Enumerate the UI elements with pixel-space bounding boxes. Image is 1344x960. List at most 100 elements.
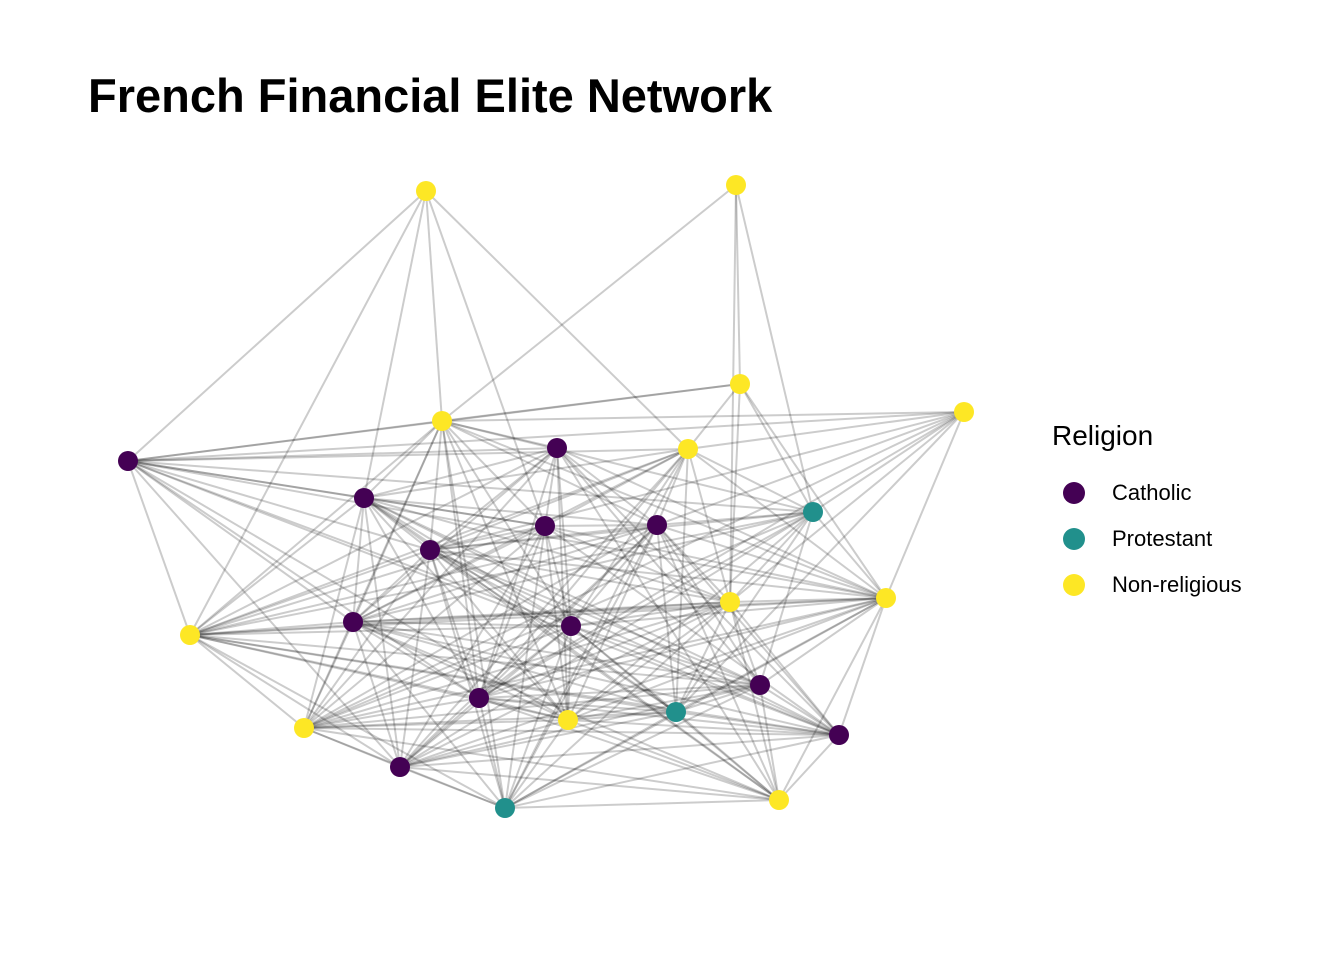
edge-n14-n20	[567, 601, 731, 721]
edge-n12-n16	[189, 524, 658, 636]
edge-n26-n27	[504, 799, 780, 809]
node-n14	[720, 592, 740, 612]
edge-n13-n16	[189, 549, 431, 636]
edge-layer	[127, 184, 965, 809]
legend-label-non-religious: Non-religious	[1112, 572, 1242, 597]
edge-n12-n15	[656, 524, 887, 599]
edge-n22-n23	[478, 697, 840, 736]
edge-n14-n24	[303, 601, 731, 729]
edge-n17-n23	[352, 621, 840, 736]
edge-n12-n24	[303, 524, 658, 729]
edge-n9-n18	[363, 497, 572, 627]
edge-n12-n20	[567, 524, 658, 721]
legend-swatch-protestant	[1063, 528, 1085, 550]
edge-n13-n14	[429, 549, 731, 603]
edge-n16-n20	[189, 634, 569, 721]
edge-n16-n19	[189, 634, 761, 686]
edge-n15-n26	[778, 597, 887, 801]
edge-n13-n19	[429, 549, 761, 686]
edge-n14-n27	[504, 601, 731, 809]
edge-n22-n25	[399, 697, 480, 768]
edge-n23-n26	[778, 734, 840, 801]
edge-n13-n20	[429, 549, 569, 721]
edge-n10-n16	[189, 511, 814, 636]
edge-n6-n7	[127, 447, 558, 462]
edge-n19-n23	[759, 684, 840, 736]
edge-n15-n16	[189, 597, 887, 636]
edge-n3-n6	[127, 411, 965, 462]
edge-n19-n21	[675, 684, 761, 713]
edge-n8-n22	[478, 448, 689, 699]
edge-n5-n9	[363, 420, 443, 499]
node-n6	[118, 451, 138, 471]
edge-n8-n18	[570, 448, 689, 627]
edge-n4-n8	[687, 383, 741, 450]
edge-n10-n25	[399, 511, 814, 768]
edge-n4-n15	[739, 383, 887, 599]
edge-n9-n11	[363, 497, 546, 527]
network-graph	[118, 175, 974, 818]
edge-n15-n20	[567, 597, 887, 721]
edge-n1-n5	[425, 190, 443, 422]
edge-n23-n24	[303, 727, 840, 736]
edge-n18-n19	[570, 625, 761, 686]
edge-n10-n15	[812, 511, 887, 599]
edge-n8-n11	[544, 448, 689, 527]
node-n25	[390, 757, 410, 777]
edge-n13-n18	[429, 549, 572, 627]
edge-n19-n26	[759, 684, 780, 801]
edge-n5-n15	[441, 420, 887, 599]
edge-n17-n22	[352, 621, 480, 699]
edge-n8-n10	[687, 448, 814, 513]
edge-n13-n27	[429, 549, 506, 809]
edge-n25-n26	[399, 766, 780, 801]
edge-n11-n23	[544, 525, 840, 736]
edge-n9-n24	[303, 497, 365, 729]
edge-n17-n18	[352, 621, 572, 627]
edge-n16-n17	[189, 621, 354, 636]
edge-n8-n12	[656, 448, 689, 526]
edge-n17-n20	[352, 621, 569, 721]
edge-n16-n21	[189, 634, 677, 713]
edge-n1-n16	[189, 190, 427, 636]
edge-n6-n10	[127, 460, 814, 513]
edge-n10-n14	[729, 511, 814, 603]
edge-n13-n25	[399, 549, 431, 768]
edge-n3-n12	[656, 411, 965, 526]
node-n12	[647, 515, 667, 535]
edge-n7-n13	[429, 447, 558, 551]
edge-n21-n26	[675, 711, 780, 801]
edge-n15-n17	[352, 597, 887, 623]
node-n13	[420, 540, 440, 560]
edge-n9-n17	[352, 497, 365, 623]
node-n1	[416, 181, 436, 201]
edge-n8-n9	[363, 448, 689, 499]
edge-n6-n23	[127, 460, 840, 736]
node-n8	[678, 439, 698, 459]
edge-n8-n15	[687, 448, 887, 599]
edge-n11-n16	[189, 525, 546, 636]
edge-n23-n25	[399, 734, 840, 768]
edge-n3-n21	[675, 411, 965, 713]
edge-n2-n14	[729, 184, 737, 603]
edge-n17-n27	[352, 621, 506, 809]
edge-n7-n22	[478, 447, 558, 699]
edge-n8-n14	[687, 448, 731, 603]
edge-n6-n8	[127, 448, 689, 462]
edge-n15-n19	[759, 597, 887, 686]
edge-n25-n27	[399, 766, 506, 809]
edge-n13-n24	[303, 549, 431, 729]
edge-n6-n25	[127, 460, 401, 768]
edge-n17-n19	[352, 621, 761, 686]
edge-n13-n22	[429, 549, 480, 699]
edge-n10-n22	[478, 511, 814, 699]
edge-n16-n18	[189, 625, 572, 636]
edge-n3-n5	[441, 411, 965, 422]
edge-n2-n5	[441, 184, 737, 422]
edge-n14-n15	[729, 597, 887, 603]
edge-n6-n16	[127, 460, 191, 636]
edge-n9-n21	[363, 497, 677, 713]
edge-n4-n14	[729, 383, 741, 603]
node-n27	[495, 798, 515, 818]
edge-n9-n22	[363, 497, 480, 699]
